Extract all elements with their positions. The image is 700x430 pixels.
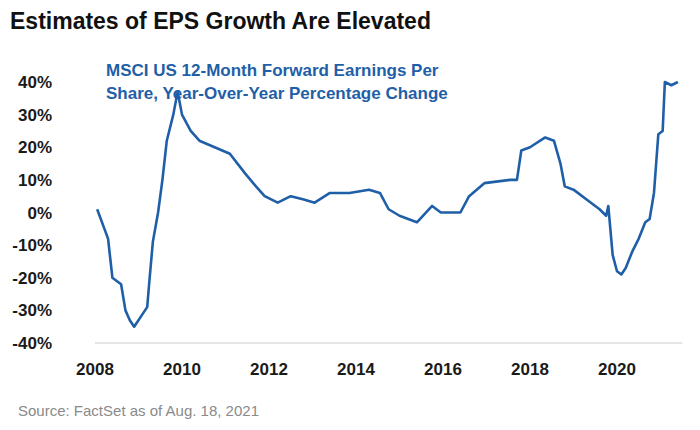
x-tick-label: 2016: [424, 360, 462, 379]
title: Estimates of EPS Growth Are Elevated: [10, 8, 431, 34]
y-tick-label: -40%: [12, 334, 52, 353]
subtitle: MSCI US 12-Month Forward Earnings PerSha…: [106, 61, 448, 103]
y-tick-label: -30%: [12, 301, 52, 320]
x-tick-label: 2018: [511, 360, 549, 379]
source: Source: FactSet as of Aug. 18, 2021: [18, 402, 259, 419]
x-tick-label: 2020: [598, 360, 636, 379]
x-tick-label: 2014: [337, 360, 375, 379]
y-tick-label: 10%: [18, 171, 52, 190]
y-tick-label: 20%: [18, 138, 52, 157]
y-tick-label: -20%: [12, 269, 52, 288]
x-tick-label: 2008: [76, 360, 114, 379]
y-tick-label: 30%: [18, 106, 52, 125]
eps-growth-line: [97, 82, 678, 327]
y-tick-label: -10%: [12, 236, 52, 255]
plot-area: [97, 82, 678, 327]
chart: Estimates of EPS Growth Are Elevated MSCI…: [0, 0, 700, 430]
x-tick-label: 2012: [250, 360, 288, 379]
x-axis-line: [95, 343, 682, 344]
y-tick-label: 0%: [27, 204, 52, 223]
x-tick-label: 2010: [163, 360, 201, 379]
y-tick-label: 40%: [18, 73, 52, 92]
